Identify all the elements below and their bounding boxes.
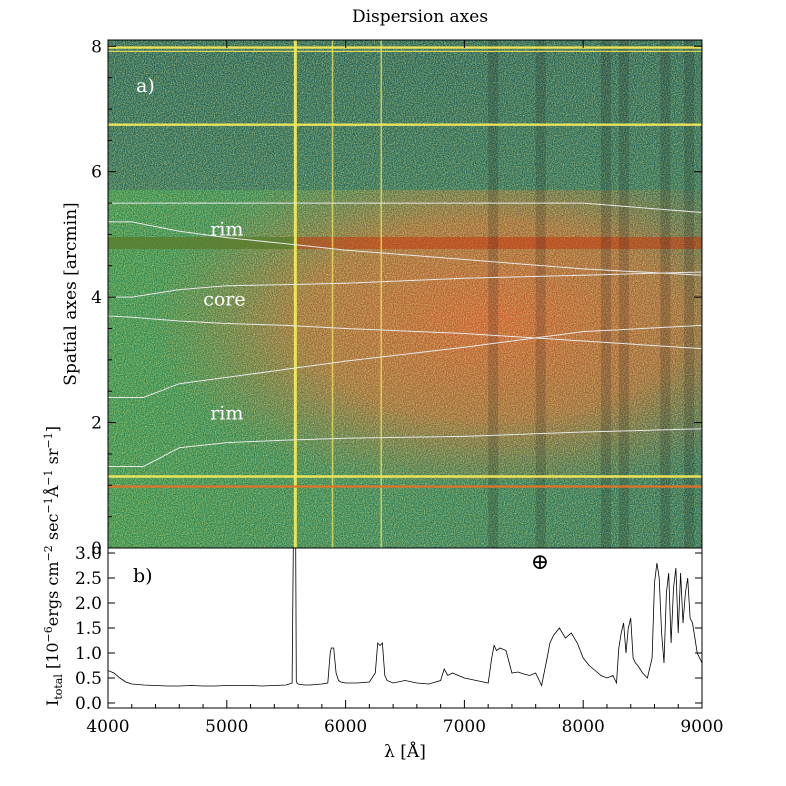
ylabel-units-b: ergs cm	[43, 561, 62, 626]
annotation-core: core	[203, 288, 245, 310]
ylabel-units-c: sec	[43, 513, 62, 545]
telluric-band	[535, 40, 546, 548]
contour-c3	[108, 271, 702, 298]
ylabel-sub: total	[52, 674, 65, 700]
panel-b-x-ticks: 4000 5000 6000 7000 8000 9000	[86, 40, 724, 737]
y-tick-label: 0	[91, 539, 102, 559]
contour-lines	[108, 202, 702, 467]
x-tick-label: 8000	[562, 717, 605, 737]
contour-c4	[108, 315, 702, 350]
x-tick-label: 9000	[680, 717, 723, 737]
telluric-band	[618, 40, 629, 548]
panel-b-label: b)	[133, 565, 153, 587]
contour-c2	[108, 221, 702, 276]
horizontal-emission-rows	[108, 46, 702, 488]
bright-row-left	[108, 237, 298, 249]
telluric-band	[601, 40, 612, 548]
earth-symbol: ⊕	[531, 550, 549, 575]
ylabel-units-e: sr	[43, 448, 62, 469]
ylabel-units-a: [10	[43, 642, 62, 674]
b-y-tick-label: 2.0	[75, 594, 102, 614]
ylabel-exp3: −1	[42, 497, 55, 513]
panel-a-y-ticks: 0 2 4 6 8	[91, 37, 702, 559]
telluric-band	[684, 40, 695, 548]
x-tick-label: 7000	[443, 717, 486, 737]
b-y-tick-label: 1.0	[75, 644, 102, 664]
panel-b-x-axis-title: λ [Å]	[384, 741, 426, 762]
series-line	[108, 548, 702, 687]
panel-a-label: a)	[136, 75, 155, 97]
b-y-tick-label: 0.5	[75, 669, 102, 689]
contour-c1	[108, 202, 702, 213]
ylabel-units-f: ]	[43, 426, 62, 432]
y-tick-label: 8	[91, 37, 102, 57]
annotation-rim: rim	[210, 402, 243, 424]
panel-b-background	[108, 548, 702, 708]
region-annotations: rim core rim	[203, 219, 245, 425]
x-tick-label: 5000	[205, 717, 248, 737]
telluric-band	[488, 40, 499, 548]
panel-a-y-axis-title: Spatial axes [arcmin]	[61, 202, 81, 385]
vertical-emission-lines	[293, 40, 695, 548]
spectrum-image	[108, 40, 702, 548]
ylabel-units-d: Å	[42, 485, 62, 498]
b-y-tick-label: 3.0	[75, 544, 102, 564]
x-tick-label: 6000	[324, 717, 367, 737]
ylabel-exp2: −2	[42, 545, 55, 561]
ylabel-exp4: −1	[42, 469, 55, 485]
annotation-rim: rim	[210, 219, 243, 241]
contour-c6	[108, 428, 702, 467]
b-y-tick-label: 2.5	[75, 569, 102, 589]
b-y-tick-label: 1.5	[75, 619, 102, 639]
y-tick-label: 2	[91, 414, 102, 434]
telluric-band	[660, 40, 671, 548]
ylabel-exp5: −1	[42, 432, 55, 448]
x-tick-label: 4000	[86, 717, 129, 737]
image-noise	[108, 40, 702, 548]
panel-b-y-ticks: 0.0 0.5 1.0 1.5 2.0 2.5 3.0	[75, 544, 702, 714]
panel-b-y-axis-title: Itotal [10−6ergs cm−2 sec−1Å−1 sr−1]	[42, 426, 65, 706]
b-y-tick-label: 0.0	[75, 694, 102, 714]
y-tick-label: 4	[91, 288, 102, 308]
chart-title: Dispersion axes	[352, 7, 488, 27]
y-tick-label: 6	[91, 163, 102, 183]
ylabel-main: I	[43, 700, 62, 706]
contour-c5	[108, 324, 702, 398]
ylabel-exp1: −6	[42, 626, 55, 642]
